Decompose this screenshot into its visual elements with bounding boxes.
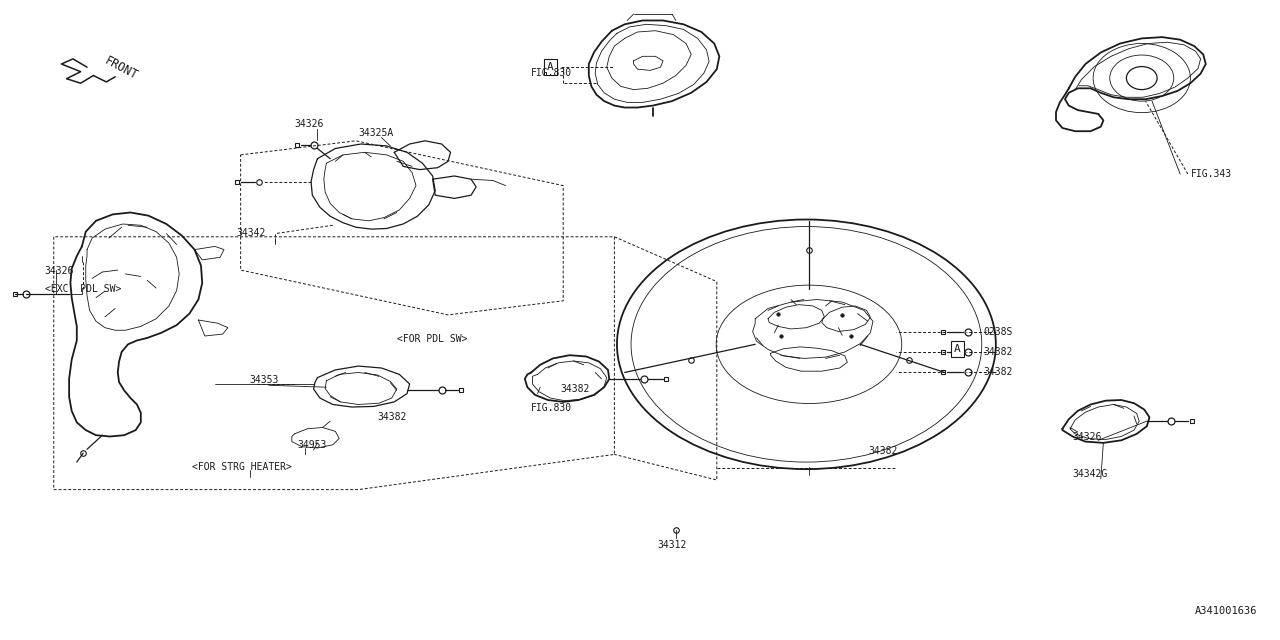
Text: 34382: 34382 bbox=[983, 367, 1012, 378]
Text: <FOR STRG HEATER>: <FOR STRG HEATER> bbox=[192, 461, 292, 472]
Text: A: A bbox=[547, 62, 554, 72]
Text: 34382: 34382 bbox=[561, 383, 590, 394]
Text: 34342G: 34342G bbox=[1073, 468, 1108, 479]
Text: 34326: 34326 bbox=[294, 119, 324, 129]
Text: 34953: 34953 bbox=[297, 440, 326, 450]
Text: FRONT: FRONT bbox=[102, 54, 140, 82]
Text: 34382: 34382 bbox=[983, 347, 1012, 357]
Text: FIG.830: FIG.830 bbox=[531, 403, 572, 413]
Text: 34382: 34382 bbox=[378, 412, 407, 422]
Text: A341001636: A341001636 bbox=[1194, 605, 1257, 616]
Text: <FOR PDL SW>: <FOR PDL SW> bbox=[397, 334, 467, 344]
Text: 34353: 34353 bbox=[250, 375, 279, 385]
Text: 34325A: 34325A bbox=[358, 127, 394, 138]
Text: 34342: 34342 bbox=[237, 228, 266, 238]
Text: 34312: 34312 bbox=[658, 540, 686, 550]
Text: 34326: 34326 bbox=[1073, 431, 1102, 442]
Text: 0238S: 0238S bbox=[983, 326, 1012, 337]
Text: A: A bbox=[954, 344, 961, 354]
Text: 34326: 34326 bbox=[45, 266, 74, 276]
Text: <EXC. PDL SW>: <EXC. PDL SW> bbox=[45, 284, 122, 294]
Text: FIG.343: FIG.343 bbox=[1190, 169, 1231, 179]
Text: FIG.830: FIG.830 bbox=[531, 68, 572, 78]
Text: 34382: 34382 bbox=[869, 445, 897, 456]
